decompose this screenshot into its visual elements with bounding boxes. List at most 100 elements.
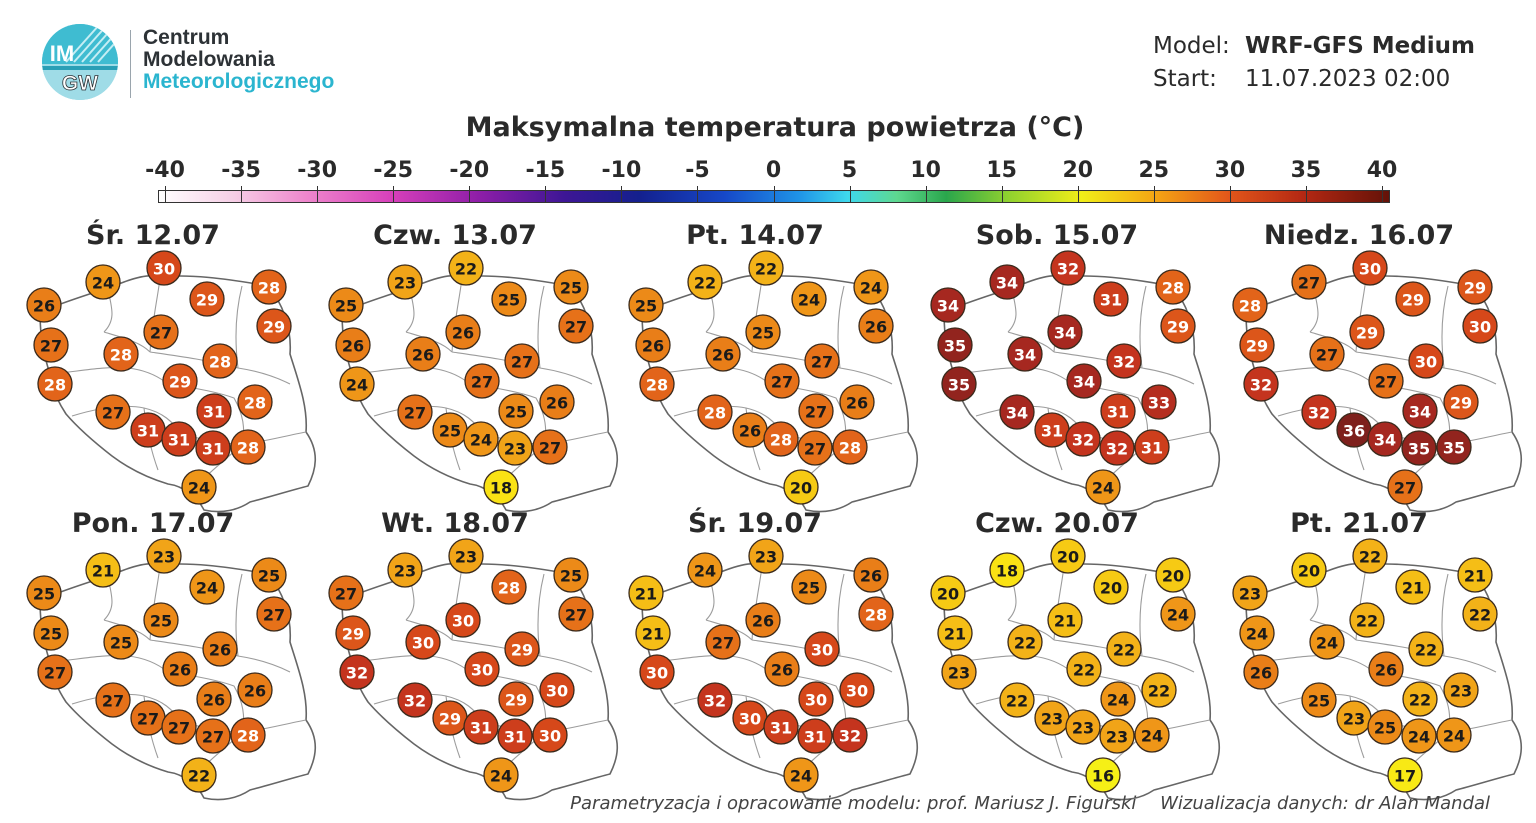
temperature-value: 21 [944,625,966,644]
temperature-marker: 28 [37,366,73,402]
temperature-circle [491,569,527,605]
temperature-value: 25 [110,634,132,653]
temperature-value: 26 [203,691,225,710]
colorbar-tick [849,186,851,203]
temperature-marker: 32 [339,654,375,690]
temperature-value: 24 [694,562,716,581]
temperature-circle [1047,314,1083,350]
temperature-marker: 24 [1239,615,1275,651]
temperature-circle [858,596,894,632]
temperature-circle [405,336,441,372]
temperature-value: 34 [937,297,959,316]
temperature-circle [1099,718,1135,754]
temperature-marker: 24 [1401,718,1437,754]
temperature-circle [1065,709,1101,745]
temperature-circle [539,672,575,708]
temperature-marker: 27 [558,308,594,344]
temperature-circle [1436,717,1472,753]
temperature-marker: 25 [26,575,62,611]
temperature-value: 32 [839,727,861,746]
temperature-circle [1387,757,1423,793]
temperature-value: 29 [1246,337,1268,356]
temperature-value: 32 [346,664,368,683]
temperature-circle [705,336,741,372]
temperature-value: 25 [439,422,461,441]
temperature-circle [504,631,540,667]
model-value: WRF-GFS Medium [1245,33,1475,59]
temperature-value: 27 [1394,479,1416,498]
colorbar-tick-label: 30 [1214,158,1246,183]
temperature-marker: 28 [230,717,266,753]
temperature-marker: 24 [1100,681,1136,717]
temperature-circle [635,327,671,363]
temperature-value: 31 [168,431,190,450]
temperature-value: 17 [1394,767,1416,786]
temperature-value: 35 [1408,440,1430,459]
temperature-marker: 24 [1134,717,1170,753]
temperature-marker: 31 [195,430,231,466]
temperature-circle [256,596,292,632]
temperature-marker: 16 [1085,757,1121,793]
temperature-marker: 27 [705,624,741,660]
temperature-value: 24 [1316,634,1338,653]
temperature-value: 29 [1450,394,1472,413]
start-value: 11.07.2023 02:00 [1245,66,1451,92]
temperature-circle [95,682,131,718]
temperature-value: 25 [1374,719,1396,738]
temperature-value: 22 [455,260,477,279]
temperature-marker: 22 [999,682,1035,718]
temperature-circle [85,264,121,300]
temperature-value: 31 [470,719,492,738]
temperature-value: 20 [1162,567,1184,586]
temperature-value: 27 [168,719,190,738]
temperature-value: 30 [646,664,668,683]
temperature-marker: 22 [1352,538,1388,574]
temperature-marker: 24 [1309,624,1345,660]
temperature-value: 28 [704,404,726,423]
credit-model: Parametryzacja i opracowanie modelu: pro… [570,793,1137,814]
temperature-value: 27 [1316,346,1338,365]
temperature-marker: 30 [839,672,875,708]
temperature-circle [405,624,441,660]
temperature-marker: 35 [1401,430,1437,466]
temperature-value: 26 [546,394,568,413]
temperature-circle [1402,681,1438,717]
temperature-marker: 29 [1457,269,1493,305]
temperature-marker: 32 [1301,394,1337,430]
temperature-circle [763,421,799,457]
temperature-value: 23 [1072,719,1094,738]
temperature-marker: 31 [763,709,799,745]
temperature-circle [1007,336,1043,372]
temperature-circle [1085,469,1121,505]
temperature-marker: 28 [858,596,894,632]
temperature-marker: 25 [328,287,364,323]
temperature-marker: 24 [853,269,889,305]
temperature-circle [791,569,827,605]
temperature-marker: 31 [1034,412,1070,448]
temperature-circle [397,394,433,430]
temperature-marker: 27 [256,596,292,632]
temperature-value: 26 [1250,664,1272,683]
temperature-marker: 31 [1093,281,1129,317]
temperature-value: 22 [1409,691,1431,710]
temperature-marker: 30 [732,700,768,736]
temperature-circle [705,624,741,660]
temperature-marker: 32 [1099,430,1135,466]
temperature-marker: 20 [1155,557,1191,593]
temperature-value: 26 [771,661,793,680]
temperature-marker: 32 [697,682,733,718]
model-info: Model: WRF-GFS Medium Start: 11.07.2023 … [1153,30,1475,96]
temperature-circle [763,709,799,745]
forecast-date-label: Pon. 17.07 [71,508,235,539]
colorbar-tick [1229,186,1231,203]
model-label: Model: [1153,33,1230,59]
temperature-marker: 33 [1141,384,1177,420]
temperature-circle [491,281,527,317]
colorbar-tick-label: -10 [601,158,642,183]
temperature-circle [853,557,889,593]
colorbar-tick [469,186,471,203]
temperature-value: 20 [1057,548,1079,567]
temperature-marker: 29 [1443,384,1479,420]
temperature-value: 22 [1148,682,1170,701]
temperature-value: 31 [137,422,159,441]
